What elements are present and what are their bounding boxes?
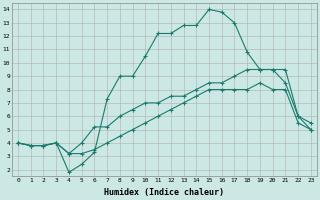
X-axis label: Humidex (Indice chaleur): Humidex (Indice chaleur) (104, 188, 224, 197)
